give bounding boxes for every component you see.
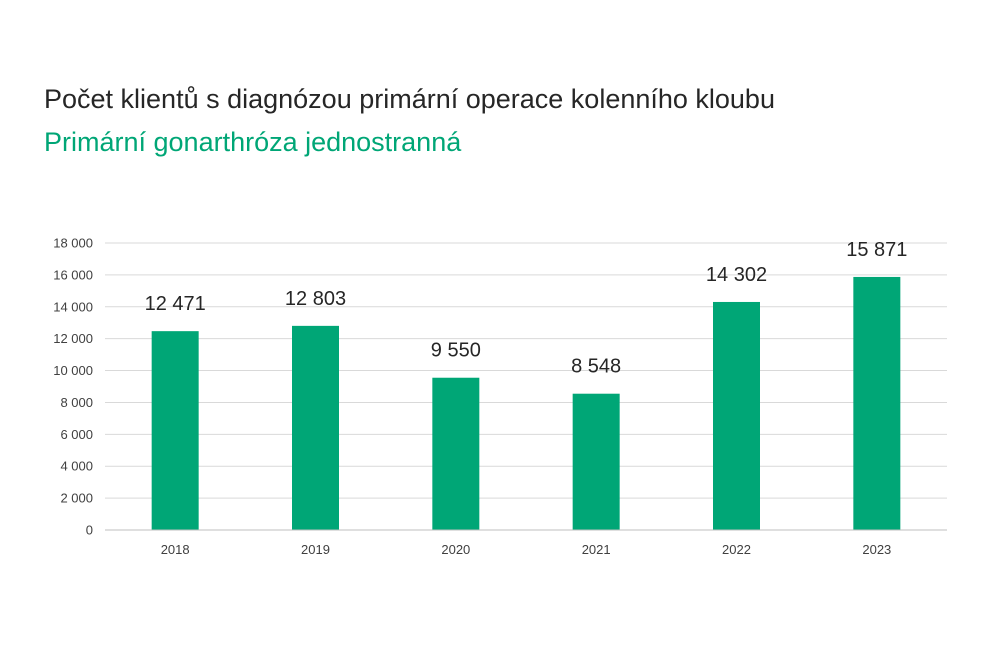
- x-tick-label: 2018: [161, 542, 190, 557]
- x-tick-label: 2020: [441, 542, 470, 557]
- y-tick-label: 4 000: [60, 459, 93, 474]
- data-label: 12 471: [145, 293, 206, 315]
- bar: [713, 301, 760, 530]
- bar: [572, 393, 620, 530]
- data-label: 15 871: [846, 239, 907, 261]
- y-tick-label: 18 000: [53, 236, 93, 251]
- x-tick-label: 2023: [862, 542, 891, 557]
- y-tick-label: 16 000: [53, 267, 93, 282]
- y-tick-label: 12 000: [53, 331, 93, 346]
- chart-title: Počet klientů s diagnózou primární opera…: [44, 84, 775, 114]
- y-tick-label: 8 000: [60, 395, 93, 410]
- bar: [151, 331, 199, 530]
- y-tick-label: 10 000: [53, 363, 93, 378]
- y-tick-label: 6 000: [60, 427, 93, 442]
- data-label: 12 803: [285, 288, 346, 310]
- x-tick-label: 2022: [722, 542, 751, 557]
- chart-subtitle: Primární gonarthróza jednostranná: [44, 127, 462, 157]
- data-label: 9 550: [431, 340, 481, 362]
- y-tick-label: 2 000: [60, 491, 93, 506]
- data-label: 14 302: [706, 264, 767, 286]
- bar: [853, 276, 901, 530]
- x-tick-label: 2019: [301, 542, 330, 557]
- bar: [432, 377, 480, 530]
- bar: [292, 325, 339, 530]
- x-tick-label: 2021: [582, 542, 611, 557]
- y-tick-label: 0: [86, 523, 93, 538]
- data-label: 8 548: [571, 356, 621, 378]
- y-tick-label: 14 000: [53, 299, 93, 314]
